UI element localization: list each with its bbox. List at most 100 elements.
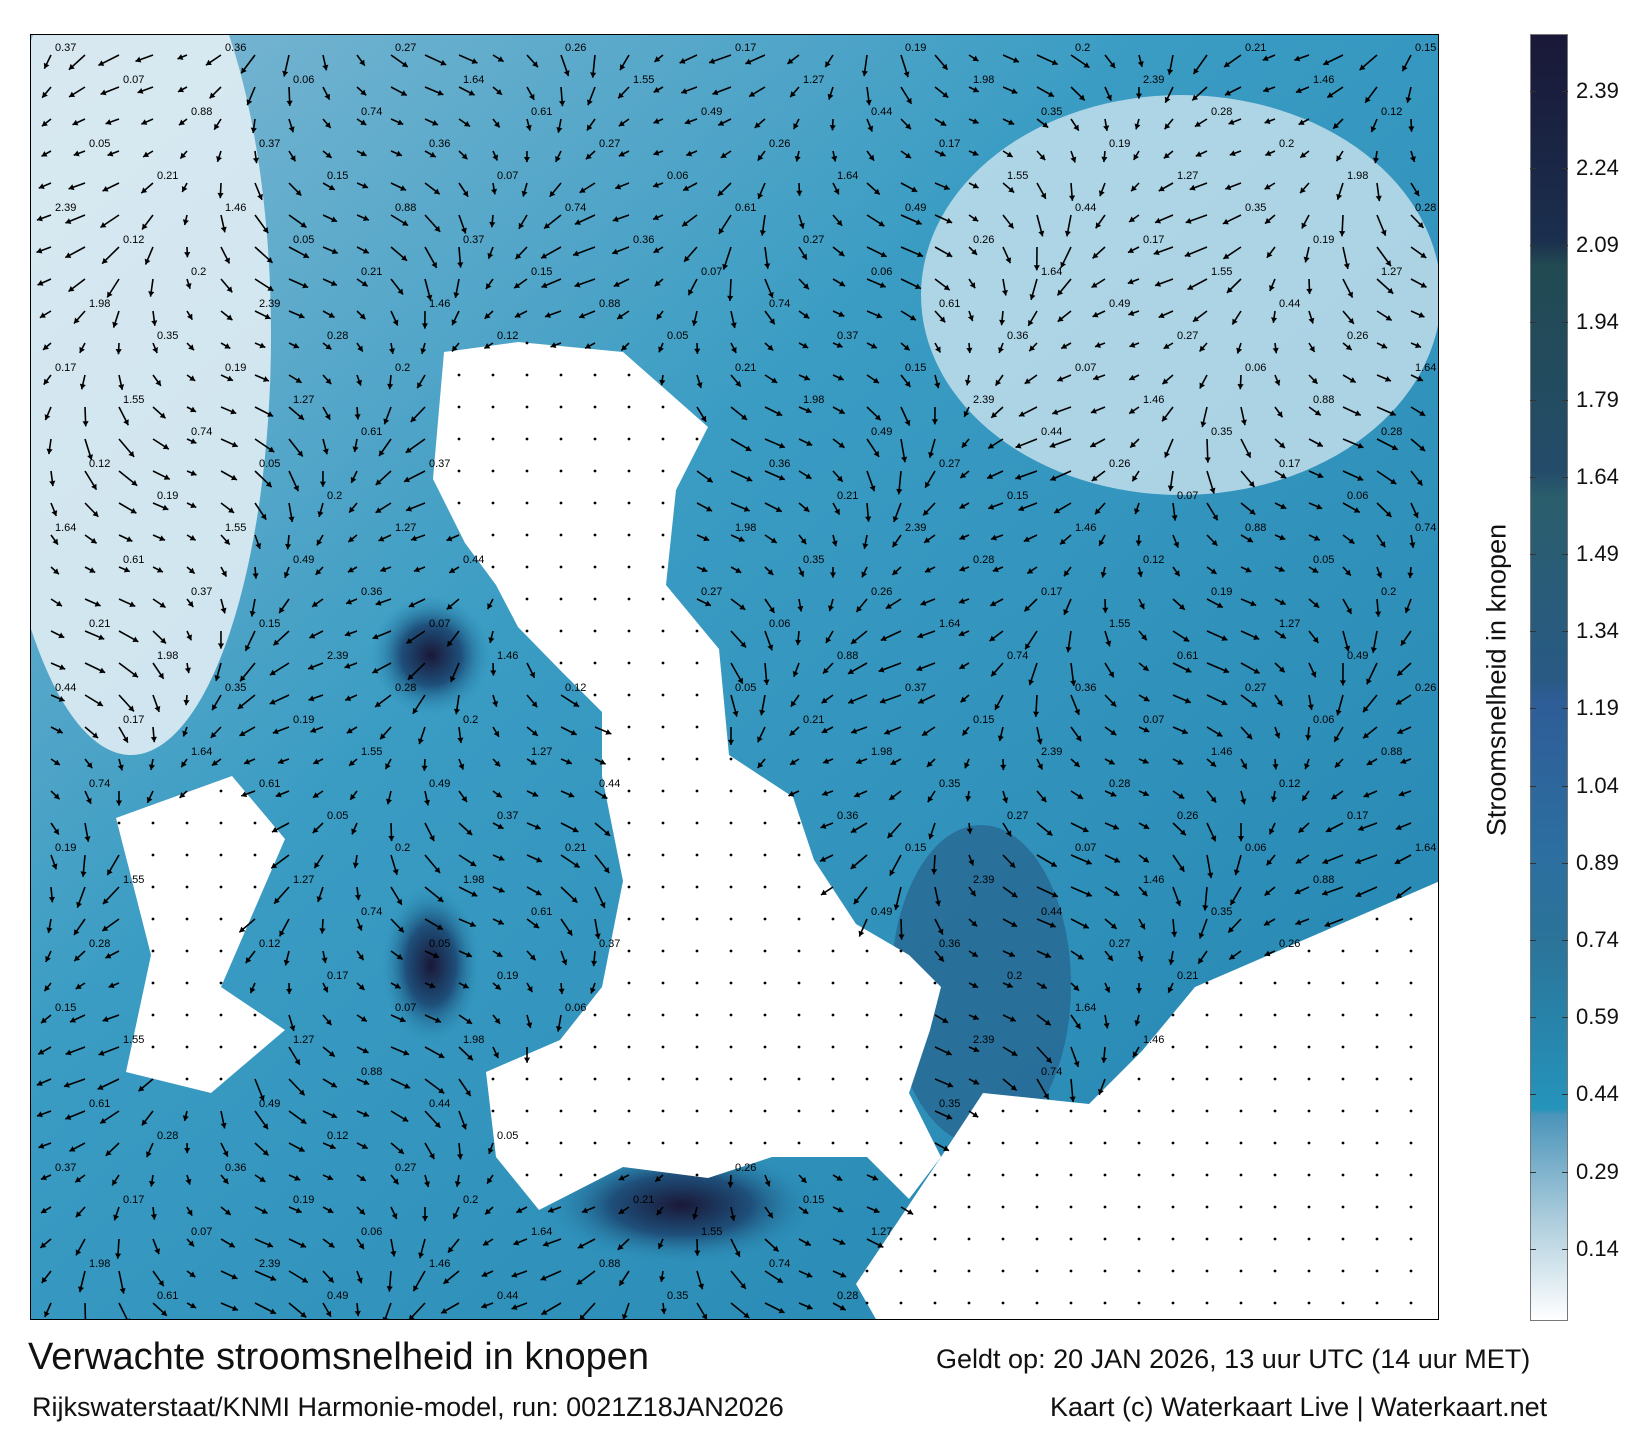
- grid-dot: [1307, 1013, 1311, 1017]
- grid-dot: [1069, 1269, 1073, 1273]
- arrow-head: [746, 475, 753, 482]
- grid-dot: [1069, 1301, 1073, 1305]
- arrow-head: [214, 123, 220, 130]
- arrow-head: [1276, 411, 1283, 418]
- colorbar-tick-mark: [1530, 631, 1536, 633]
- colorbar-tick-mark: [1562, 90, 1568, 92]
- arrow-head: [461, 796, 467, 803]
- grid-dot: [831, 981, 835, 985]
- arrow-head: [143, 151, 150, 157]
- arrow-head: [1092, 252, 1099, 259]
- grid-dot: [967, 1205, 971, 1209]
- arrow-head: [262, 1123, 268, 1130]
- arrow-head: [757, 736, 763, 743]
- arrow-head: [973, 1079, 980, 1085]
- grid-dot: [525, 501, 529, 505]
- arrow-head: [249, 610, 256, 617]
- speed-label: 0.27: [1007, 810, 1028, 822]
- arrow-head: [656, 313, 663, 320]
- arrow-head: [1040, 983, 1047, 989]
- arrow-head: [959, 565, 966, 572]
- arrow-head: [1103, 1022, 1110, 1029]
- speed-label: 0.06: [565, 1002, 586, 1014]
- arrow-head: [925, 481, 931, 488]
- speed-label: 0.19: [1109, 138, 1130, 150]
- arrow-head: [74, 955, 81, 962]
- arrow-head: [255, 542, 262, 549]
- arrow-head: [385, 798, 392, 805]
- arrow-head: [494, 760, 501, 767]
- arrow-head: [423, 1181, 430, 1188]
- arrow-head: [1344, 645, 1351, 652]
- arrow-head: [43, 378, 50, 385]
- arrow-head: [541, 282, 548, 289]
- arrow-head: [805, 407, 812, 414]
- arrow-head: [107, 150, 114, 157]
- arrow-head: [407, 673, 414, 680]
- arrow-head: [273, 639, 280, 646]
- arrow-head: [1199, 345, 1206, 352]
- grid-dot: [1375, 1237, 1379, 1241]
- arrow-head: [186, 634, 192, 641]
- arrow-head: [154, 706, 161, 712]
- arrow-head: [1090, 407, 1097, 414]
- arrow-head: [1174, 570, 1180, 577]
- grid-dot: [661, 1077, 665, 1081]
- grid-dot: [1205, 981, 1209, 985]
- arrow-head: [360, 119, 367, 125]
- arrow-head: [1008, 951, 1015, 958]
- arrow-head: [1312, 636, 1319, 643]
- speed-label: 0.74: [769, 1258, 790, 1270]
- arrow-head: [1212, 514, 1218, 521]
- arrow-head: [362, 247, 369, 254]
- arrow-head: [619, 64, 626, 71]
- arrow-head: [1008, 119, 1015, 125]
- grid-dot: [1409, 1141, 1413, 1145]
- arrow-head: [1183, 636, 1190, 642]
- arrow-head: [41, 151, 48, 157]
- arrow-head: [1279, 534, 1286, 541]
- arrow-head: [731, 347, 737, 354]
- arrow-head: [1407, 572, 1414, 579]
- grid-dot: [661, 853, 665, 857]
- arrow-head: [36, 247, 43, 254]
- arrow-head: [893, 904, 900, 910]
- grid-dot: [1273, 1109, 1277, 1113]
- current-speed-map[interactable]: 0.37 0.36 0.27 0.26 0.17 0.19 0.2 0.21 0.15 0.07 0…: [30, 34, 1439, 1320]
- arrow-head: [387, 383, 394, 390]
- arrow-head: [159, 602, 166, 608]
- arrow-head: [1162, 378, 1169, 385]
- arrow-head: [619, 1279, 625, 1286]
- grid-dot: [253, 885, 257, 889]
- map-credit[interactable]: Kaart (c) Waterkaart Live | Waterkaart.n…: [1050, 1392, 1548, 1422]
- arrow-head: [1032, 711, 1040, 717]
- grid-dot: [491, 405, 495, 409]
- arrow-head: [1395, 824, 1402, 831]
- arrow-head: [272, 728, 279, 735]
- arrow-head: [360, 89, 367, 96]
- arrow-head: [123, 566, 130, 573]
- arrow-head: [1300, 187, 1306, 194]
- arrow-head: [463, 121, 470, 127]
- speed-label: 2.39: [973, 1034, 994, 1046]
- grid-dot: [1307, 1141, 1311, 1145]
- speed-label: 1.27: [1279, 618, 1300, 630]
- colorbar-tick-mark: [1530, 1171, 1536, 1173]
- arrow-head: [1135, 93, 1143, 99]
- speed-label: 0.05: [327, 810, 348, 822]
- arrow-head: [49, 480, 56, 487]
- arrow-head: [351, 828, 357, 835]
- arrow-head: [409, 1314, 415, 1319]
- arrow-head: [615, 183, 622, 190]
- arrow-head: [300, 1118, 307, 1124]
- arrow-head: [1413, 189, 1420, 196]
- arrow-head: [1158, 185, 1165, 192]
- arrow-head: [698, 1283, 704, 1290]
- arrow-head: [325, 152, 332, 158]
- arrow-head: [1044, 1019, 1051, 1026]
- arrow-head: [352, 862, 359, 869]
- colorbar-tick-mark: [1530, 167, 1536, 169]
- arrow-head: [298, 312, 305, 319]
- arrow-head: [915, 219, 922, 225]
- arrow-head: [1324, 921, 1331, 928]
